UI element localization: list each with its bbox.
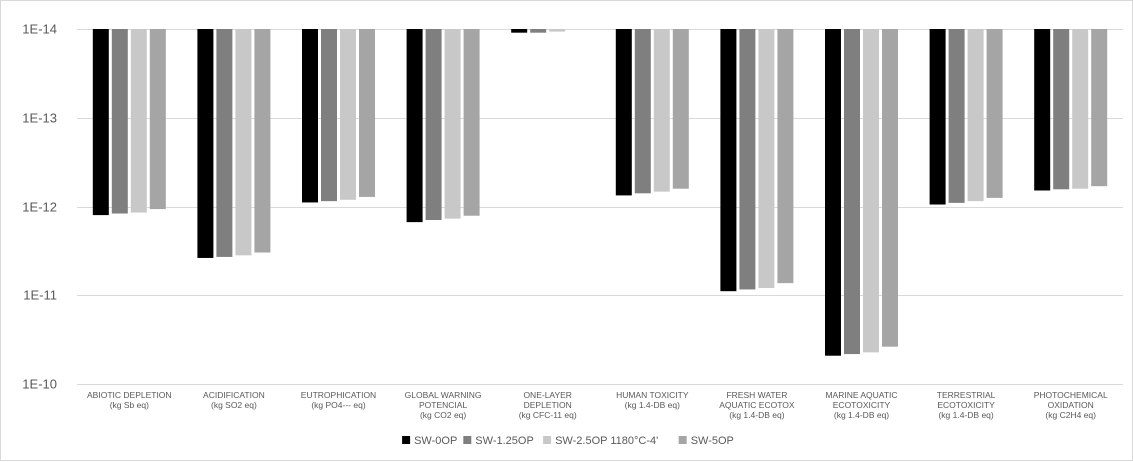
x-category-label: GLOBAL WARNING POTENCIAL (kg CO2 eq)	[405, 390, 482, 420]
bar	[634, 29, 651, 194]
x-category-label: FRESH WATER AQUATIC ECOTOX (kg 1.4-DB eq)	[719, 390, 795, 420]
x-category-label: MARINE AQUATIC ECOTOXICITY (kg 1.4-DB eq)	[825, 390, 897, 420]
bar	[929, 29, 946, 205]
x-category-label: EUTROPHICATION (kg PO4--- eq)	[301, 390, 376, 410]
legend-label: SW-2.5OP 1180°C-4'	[555, 435, 658, 447]
bar	[739, 29, 756, 290]
bar	[463, 29, 480, 216]
bar	[653, 29, 670, 192]
bar	[986, 29, 1003, 198]
y-tick-label: 1E-12	[22, 200, 57, 215]
bar	[948, 29, 965, 203]
bar	[758, 29, 775, 289]
legend-swatch	[402, 436, 411, 444]
x-category-line: GLOBAL WARNING	[405, 390, 482, 400]
bar	[967, 29, 984, 202]
bar	[777, 29, 794, 284]
y-tick-label: 1E-10	[22, 377, 57, 392]
bar	[216, 29, 233, 257]
x-category-line: ABIOTIC DEPLETION	[87, 390, 172, 400]
bar	[444, 29, 461, 219]
bar	[511, 29, 528, 33]
x-category-line: TERRESTRIAL	[937, 390, 996, 400]
bar	[863, 29, 879, 353]
x-category-line: AQUATIC ECOTOX	[719, 400, 795, 410]
bar	[92, 29, 109, 216]
x-category-line: (kg 1.4-DB eq)	[625, 400, 680, 410]
gridlines	[77, 29, 1123, 385]
bar	[844, 29, 860, 355]
x-axis-categories: ABIOTIC DEPLETION (kg Sb eq) ACIDIFICATION…	[87, 390, 1108, 420]
x-category-line: (kg CFC-11 eq)	[519, 410, 577, 420]
bars	[92, 29, 1108, 356]
bar	[825, 29, 841, 356]
y-tick-label: 1E-11	[23, 288, 57, 303]
x-category-line: (kg C2H4 eq)	[1045, 410, 1096, 420]
x-category-line: ECOTOXICITY	[833, 400, 891, 410]
bar	[530, 29, 547, 33]
x-category-line: (kg CO2 eq)	[420, 410, 466, 420]
bar	[425, 29, 442, 221]
x-category-line: EUTROPHICATION	[301, 390, 376, 400]
bar	[302, 29, 318, 203]
bar	[149, 29, 166, 210]
bar	[1072, 29, 1089, 189]
legend-swatch	[463, 436, 472, 444]
bar	[111, 29, 128, 214]
y-tick-label: 1E-13	[22, 111, 57, 126]
legend-swatch	[678, 436, 687, 444]
x-category-line: ECOTOXICITY	[937, 400, 995, 410]
bar	[549, 29, 566, 32]
legend-label: SW-0OP	[414, 435, 457, 447]
x-category-line: OXIDATION	[1048, 400, 1094, 410]
bar	[321, 29, 337, 202]
x-category-label: ONE-LAYER DEPLETION (kg CFC-11 eq)	[519, 390, 577, 420]
y-axis-ticks: 1E-14 1E-13 1E-12 1E-11 1E-10	[22, 22, 57, 392]
x-category-label: ABIOTIC DEPLETION (kg Sb eq)	[87, 390, 172, 410]
x-category-line: PHOTOCHEMICAL	[1034, 390, 1108, 400]
bar	[406, 29, 423, 223]
x-category-line: (kg 1.4-DB eq)	[834, 410, 889, 420]
y-tick-label: 1E-14	[22, 22, 57, 37]
bar	[254, 29, 271, 253]
x-category-line: DEPLETION	[524, 400, 572, 410]
x-category-line: ACIDIFICATION	[203, 390, 265, 400]
legend-swatch	[543, 436, 552, 444]
x-category-line: (kg Sb eq)	[110, 400, 149, 410]
bar	[882, 29, 898, 347]
bar	[672, 29, 689, 189]
bar	[130, 29, 147, 213]
x-category-line: (kg PO4--- eq)	[311, 400, 365, 410]
legend-label: SW-1.25OP	[475, 435, 534, 447]
bar	[1053, 29, 1070, 190]
x-category-line: (kg SO2 eq)	[211, 400, 257, 410]
bar	[235, 29, 252, 256]
x-category-line: POTENCIAL	[419, 400, 467, 410]
bar	[720, 29, 737, 292]
legend: SW-0OP SW-1.25OP SW-2.5OP 1180°C-4' SW-5OP	[402, 435, 734, 447]
bar	[615, 29, 632, 196]
bar	[1091, 29, 1108, 187]
x-category-line: ONE-LAYER	[523, 390, 572, 400]
bar	[359, 29, 375, 197]
x-category-label: PHOTOCHEMICAL OXIDATION (kg C2H4 eq)	[1034, 390, 1108, 420]
x-category-line: MARINE AQUATIC	[825, 390, 897, 400]
x-category-label: TERRESTRIAL ECOTOXICITY (kg 1.4-DB eq)	[937, 390, 996, 420]
x-category-label: ACIDIFICATION (kg SO2 eq)	[203, 390, 265, 410]
bar	[1034, 29, 1051, 191]
x-category-line: (kg 1.4-DB eq)	[938, 410, 993, 420]
legend-label: SW-5OP	[691, 435, 734, 447]
x-category-label: HUMAN TOXICITY (kg 1.4-DB eq)	[616, 390, 689, 410]
bar	[340, 29, 356, 200]
x-category-line: FRESH WATER	[726, 390, 787, 400]
x-category-line: (kg 1.4-DB eq)	[729, 410, 784, 420]
x-category-line: HUMAN TOXICITY	[616, 390, 689, 400]
bar	[197, 29, 214, 258]
